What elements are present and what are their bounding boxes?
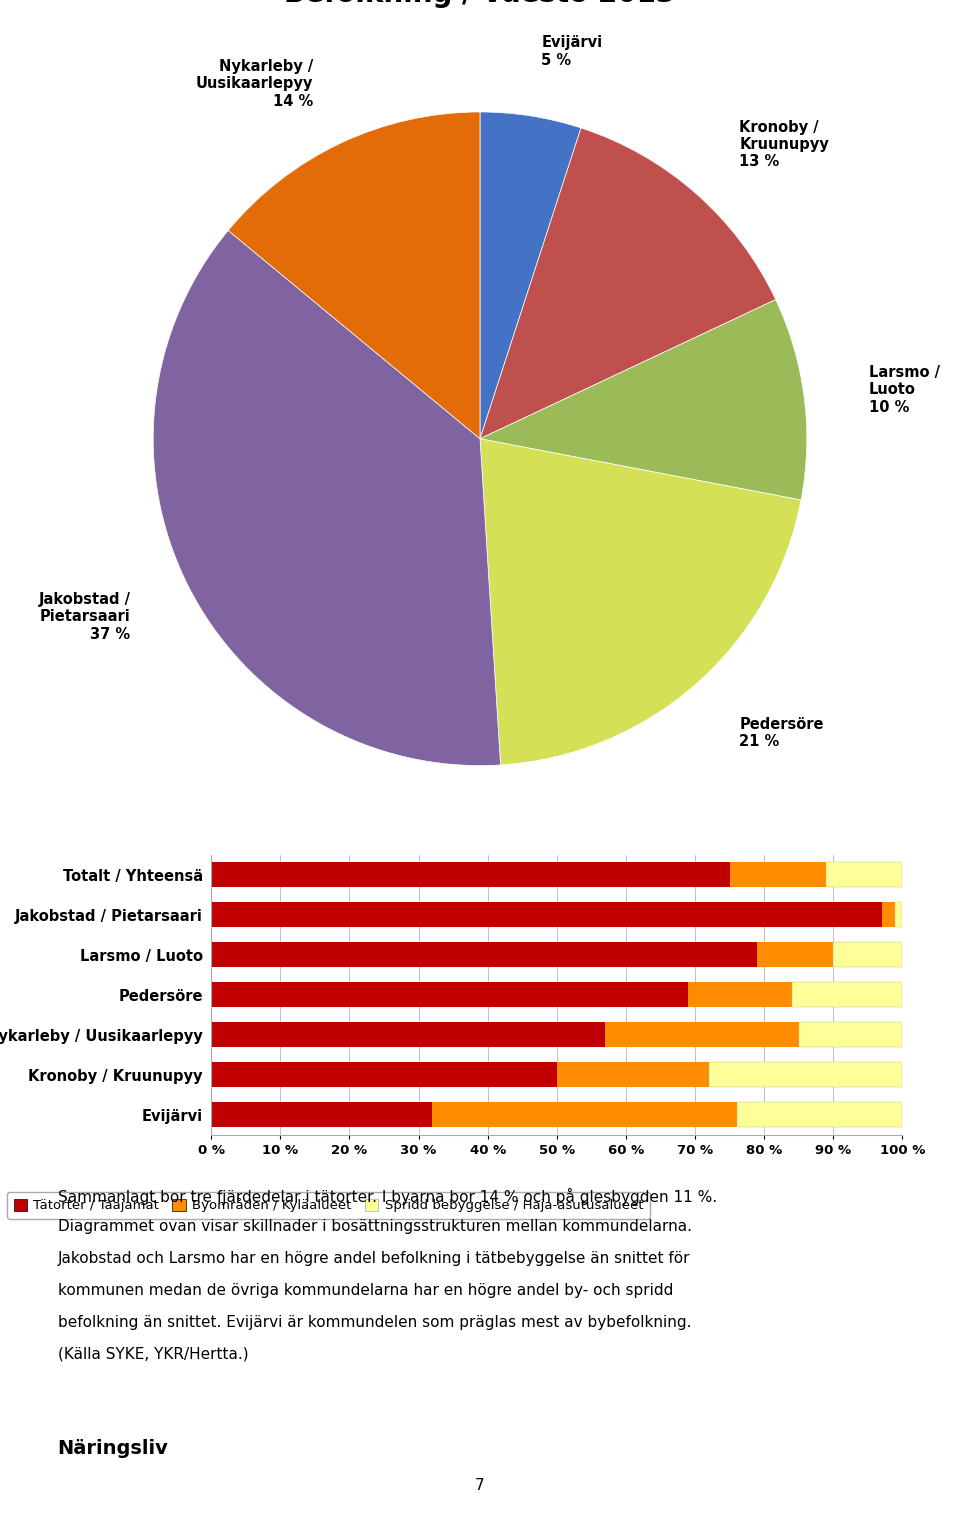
Text: Kronoby /
Kruunupyy
13 %: Kronoby / Kruunupyy 13 % bbox=[739, 120, 829, 169]
Wedge shape bbox=[480, 300, 806, 499]
Bar bbox=[557, 1062, 708, 1088]
Bar bbox=[605, 1023, 799, 1047]
Bar bbox=[211, 862, 730, 887]
Bar bbox=[792, 982, 902, 1008]
Bar bbox=[881, 902, 896, 927]
Bar bbox=[688, 982, 792, 1008]
Bar bbox=[211, 1023, 605, 1047]
Bar bbox=[833, 943, 902, 967]
Wedge shape bbox=[154, 230, 500, 766]
Wedge shape bbox=[480, 112, 581, 439]
Bar bbox=[736, 1103, 902, 1127]
Bar bbox=[211, 1103, 432, 1127]
Title: Befolkning / Väestö 2013: Befolkning / Väestö 2013 bbox=[284, 0, 676, 9]
Bar bbox=[730, 862, 827, 887]
Legend: Tätorter / Taajamat, Byområden / Kyläalueet, Spridd bebyggelse / Haja-asutusalue: Tätorter / Taajamat, Byområden / Kyläalu… bbox=[7, 1192, 650, 1219]
Text: Jakobstad och Larsmo har en högre andel befolkning i tätbebyggelse än snittet fö: Jakobstad och Larsmo har en högre andel … bbox=[58, 1251, 690, 1266]
Text: Nykarleby /
Uusikaarlepyy
14 %: Nykarleby / Uusikaarlepyy 14 % bbox=[196, 59, 313, 109]
Bar bbox=[799, 1023, 902, 1047]
Bar bbox=[896, 902, 902, 927]
Bar bbox=[827, 862, 902, 887]
Text: Larsmo /
Luoto
10 %: Larsmo / Luoto 10 % bbox=[869, 365, 940, 415]
Text: Diagrammet ovan visar skillnader i bosättningsstrukturen mellan kommundelarna.: Diagrammet ovan visar skillnader i bosät… bbox=[58, 1219, 691, 1235]
Text: kommunen medan de övriga kommundelarna har en högre andel by- och spridd: kommunen medan de övriga kommundelarna h… bbox=[58, 1283, 673, 1298]
Text: befolkning än snittet. Evijärvi är kommundelen som präglas mest av bybefolkning.: befolkning än snittet. Evijärvi är kommu… bbox=[58, 1315, 691, 1330]
Bar bbox=[708, 1062, 902, 1088]
Bar bbox=[211, 902, 881, 927]
Wedge shape bbox=[480, 129, 776, 439]
Wedge shape bbox=[228, 112, 480, 439]
Text: Jakobstad /
Pietarsaari
37 %: Jakobstad / Pietarsaari 37 % bbox=[38, 592, 131, 642]
Text: 7: 7 bbox=[475, 1478, 485, 1493]
Text: Näringsliv: Näringsliv bbox=[58, 1439, 168, 1459]
Text: Sammanlagt bor tre fjärdedelar i tätorter. I byarna bor 14 % och på glesbygden 1: Sammanlagt bor tre fjärdedelar i tätorte… bbox=[58, 1188, 717, 1204]
Wedge shape bbox=[480, 439, 801, 766]
Bar bbox=[211, 943, 757, 967]
Bar bbox=[432, 1103, 736, 1127]
Text: Pedersöre
21 %: Pedersöre 21 % bbox=[739, 717, 824, 749]
Bar bbox=[211, 1062, 557, 1088]
Bar bbox=[211, 982, 688, 1008]
Text: (Källa SYKE, YKR/Hertta.): (Källa SYKE, YKR/Hertta.) bbox=[58, 1347, 249, 1362]
Bar bbox=[757, 943, 833, 967]
Text: Evijärvi
5 %: Evijärvi 5 % bbox=[541, 35, 603, 68]
